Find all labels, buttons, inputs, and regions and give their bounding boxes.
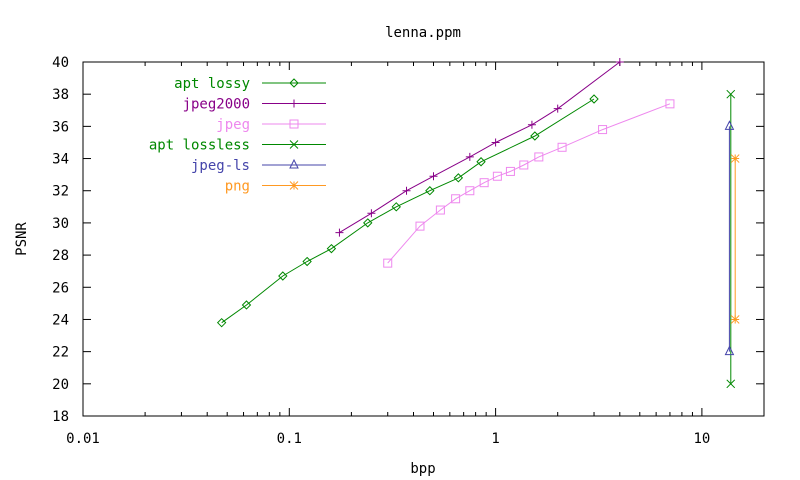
- legend-marker-0: [289, 78, 299, 88]
- series-2-point: [383, 258, 393, 268]
- series-2-point: [492, 171, 502, 181]
- series-0-point: [391, 202, 401, 212]
- series-5-point: [730, 315, 740, 324]
- y-tick-label: 34: [52, 152, 69, 168]
- plot-area: 18 20 22 24 26 28 30 32 34 36 38 40 0.01 0.1 1 10 apt lo…: [52, 55, 765, 447]
- x-axis-label: bpp: [410, 461, 435, 477]
- x-tick-label: 0.1: [277, 431, 302, 447]
- series-0-point: [425, 186, 435, 196]
- legend-marker-2: [289, 119, 299, 129]
- series-2-point: [598, 125, 608, 135]
- series-line-0: [221, 98, 595, 324]
- y-tick-label: 22: [52, 345, 69, 361]
- series-1-point: [402, 186, 411, 195]
- series-1-point: [527, 120, 536, 129]
- legend-marker-3: [289, 140, 299, 149]
- series-3-point: [726, 379, 736, 389]
- x-tick-label: 10: [693, 431, 710, 447]
- series-4-point: [724, 345, 735, 356]
- series-0-point: [326, 243, 337, 254]
- series-5-point: [730, 154, 740, 163]
- series-0-point: [302, 256, 312, 267]
- y-tick-label: 18: [52, 409, 69, 425]
- series-2-point: [479, 178, 489, 188]
- series-1-point: [429, 172, 438, 181]
- series-line-2: [387, 103, 671, 264]
- series-2-point: [435, 205, 445, 215]
- y-tick-label: 32: [52, 184, 69, 200]
- legend-label-5: png: [225, 179, 250, 195]
- series-1-point: [367, 209, 376, 218]
- series-0-point: [241, 300, 252, 310]
- series-2-point: [415, 221, 425, 231]
- series-0-point: [216, 317, 227, 328]
- series-1-point: [465, 152, 474, 161]
- legend-label-1: jpeg2000: [183, 97, 250, 113]
- series-2-point: [505, 166, 515, 176]
- y-tick-label: 38: [52, 87, 69, 103]
- y-tick-label: 20: [52, 377, 69, 393]
- y-tick-label: 40: [52, 55, 69, 71]
- chart-title: lenna.ppm: [385, 25, 461, 41]
- series-0-point: [278, 271, 288, 281]
- series-2-point: [557, 142, 567, 152]
- series-0-point: [476, 157, 486, 167]
- series-1-point: [615, 58, 624, 66]
- plot-frame: [82, 61, 765, 417]
- series-0-point: [453, 173, 464, 183]
- y-tick-label: 30: [52, 216, 69, 232]
- y-tick-label: 26: [52, 280, 69, 296]
- series-1-point: [335, 228, 344, 237]
- y-tick-label: 28: [52, 248, 69, 264]
- legend-marker-5: [289, 181, 299, 190]
- y-tick-label: 36: [52, 119, 69, 135]
- series-2-point: [519, 160, 529, 170]
- series-1-point: [553, 104, 562, 113]
- legend-label-2: jpeg: [216, 117, 250, 133]
- series-2-point: [534, 152, 544, 162]
- x-tick-label: 0.01: [66, 431, 100, 447]
- series-1-point: [491, 138, 500, 147]
- series-0-point: [363, 218, 373, 228]
- legend-marker-4: [289, 158, 299, 169]
- series-0-point: [530, 131, 540, 141]
- y-tick-label: 24: [52, 312, 69, 328]
- y-axis-label: PSNR: [14, 222, 30, 256]
- series-2-point: [451, 194, 461, 204]
- series-2-point: [665, 99, 675, 109]
- legend-label-3: apt lossless: [149, 138, 250, 154]
- legend-label-4: jpeg-ls: [191, 158, 250, 174]
- series-3-point: [726, 89, 736, 99]
- series-0-point: [589, 94, 599, 104]
- x-tick-label: 1: [491, 431, 499, 447]
- series-2-point: [465, 186, 475, 196]
- legend-marker-1: [290, 99, 298, 108]
- series-4-point: [724, 120, 735, 130]
- legend-label-0: apt lossy: [174, 76, 250, 92]
